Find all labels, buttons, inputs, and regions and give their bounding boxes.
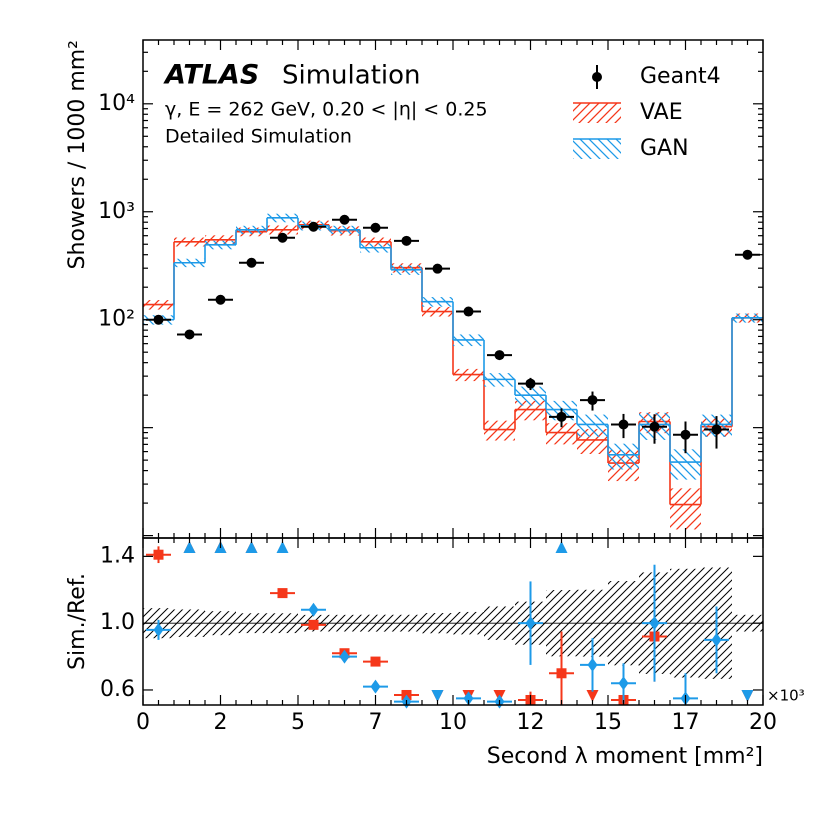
y-tick-label: 1.4: [100, 543, 135, 568]
uncertainty-band: [577, 414, 608, 437]
data-point: [370, 656, 381, 667]
data-point: [525, 378, 536, 389]
data-point: [184, 329, 195, 340]
off-scale-marker: [741, 690, 754, 702]
off-scale-marker: [276, 541, 289, 553]
y-tick-label: 10³: [98, 199, 135, 224]
data-point: [339, 649, 350, 664]
x-tick-label: 5: [291, 710, 305, 735]
data-point: [463, 306, 474, 317]
data-point: [618, 676, 629, 691]
data-point: [525, 616, 536, 631]
y-tick-label: 0.6: [100, 677, 135, 702]
legend-marker: [573, 139, 621, 159]
y-axis-label: Showers / 1000 mm²: [65, 40, 90, 269]
data-point: [308, 602, 319, 617]
data-point: [432, 263, 443, 274]
off-scale-marker: [431, 690, 444, 702]
data-point: [711, 632, 722, 647]
data-point: [277, 232, 288, 243]
data-point: [339, 214, 350, 225]
experiment-label: ATLAS: [163, 60, 259, 91]
legend-label: GAN: [640, 136, 689, 161]
x-tick-label: 7: [369, 710, 383, 735]
x-tick-label: 20: [749, 710, 777, 735]
data-point: [649, 421, 660, 432]
data-point: [277, 588, 288, 599]
x-tick-label: 2: [214, 710, 228, 735]
chart-title: Simulation: [282, 61, 421, 91]
legend-marker: [573, 103, 621, 123]
x-tick-label: 15: [594, 710, 622, 735]
data-point: [370, 222, 381, 233]
data-point: [680, 429, 691, 440]
data-point: [153, 314, 164, 325]
data-point: [587, 657, 598, 672]
data-point: [401, 235, 412, 246]
legend-label: Geant4: [640, 64, 721, 89]
x-tick-label: 0: [136, 710, 150, 735]
data-point: [556, 411, 567, 422]
data-point: [246, 257, 257, 268]
x-offset-label: ×10³: [767, 687, 805, 705]
subtitle: Detailed Simulation: [165, 126, 352, 148]
uncertainty-band: [608, 443, 639, 470]
y-tick-label: 1.0: [100, 610, 135, 635]
data-point: [463, 691, 474, 706]
uncertainty-band: [670, 449, 701, 480]
uncertainty-band: [484, 420, 515, 441]
data-point: [153, 622, 164, 637]
uncertainty-band: [515, 400, 546, 421]
data-point: [215, 294, 226, 305]
data-point: [649, 616, 660, 631]
legend-label: VAE: [640, 100, 683, 125]
x-tick-label: 12: [517, 710, 545, 735]
off-scale-marker: [245, 541, 258, 553]
data-point: [556, 668, 567, 679]
x-tick-label: 10: [439, 710, 467, 735]
off-scale-marker: [586, 690, 599, 702]
data-point: [742, 249, 753, 260]
data-point: [587, 395, 598, 406]
data-point: [370, 679, 381, 694]
data-point: [308, 221, 319, 232]
uncertainty-band: [515, 386, 546, 406]
off-scale-marker: [183, 541, 196, 553]
y-tick-label: 10²: [98, 307, 135, 332]
ratio-y-axis-label: Sim./Ref.: [65, 573, 90, 670]
x-tick-label: 17: [672, 710, 700, 735]
data-point: [618, 419, 629, 430]
data-point: [711, 424, 722, 435]
uncertainty-band: [546, 423, 577, 445]
data-point: [153, 549, 164, 560]
data-point: [494, 350, 505, 361]
y-tick-label: 10⁴: [98, 91, 135, 116]
uncertainty-band: [670, 488, 701, 530]
data-point: [308, 619, 319, 630]
subtitle: γ, E = 262 GeV, 0.20 < |η| < 0.25: [165, 99, 488, 121]
off-scale-marker: [555, 541, 568, 553]
x-axis-label: Second λ moment [mm²]: [487, 744, 763, 769]
legend-marker: [592, 72, 602, 82]
